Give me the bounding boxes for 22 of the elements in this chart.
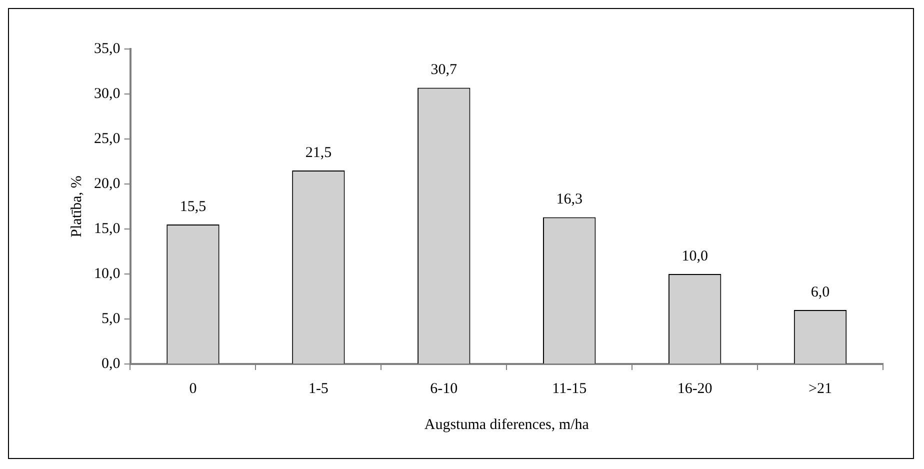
y-tick-label: 30,0 (94, 86, 120, 102)
x-tick-label: 11-15 (552, 380, 587, 397)
x-tick-label: 16-20 (677, 380, 712, 397)
data-label: 16,3 (556, 192, 582, 208)
y-tick-label: 5,0 (102, 310, 120, 327)
y-axis-title: Platība, % (68, 176, 85, 238)
data-label: 10,0 (682, 248, 708, 264)
x-axis-title: Augstuma diferences, m/ha (424, 416, 590, 433)
y-tick-label: 15,0 (94, 220, 120, 237)
x-tick-label: 0 (189, 380, 197, 397)
x-tick-label: 1-5 (308, 380, 328, 397)
x-tick-label: 6-10 (430, 380, 458, 397)
y-tick-label: 35,0 (94, 40, 120, 57)
y-tick-label: 0,0 (102, 356, 120, 372)
data-label: 21,5 (305, 144, 332, 161)
data-label: 6,0 (810, 284, 830, 300)
data-label: 30,7 (430, 62, 458, 78)
y-tick-label: 25,0 (94, 130, 120, 147)
data-label: 15,5 (180, 198, 206, 215)
y-tick-label: 20,0 (94, 176, 120, 192)
y-tick-label: 10,0 (94, 266, 120, 282)
x-tick-label: >21 (808, 380, 832, 397)
